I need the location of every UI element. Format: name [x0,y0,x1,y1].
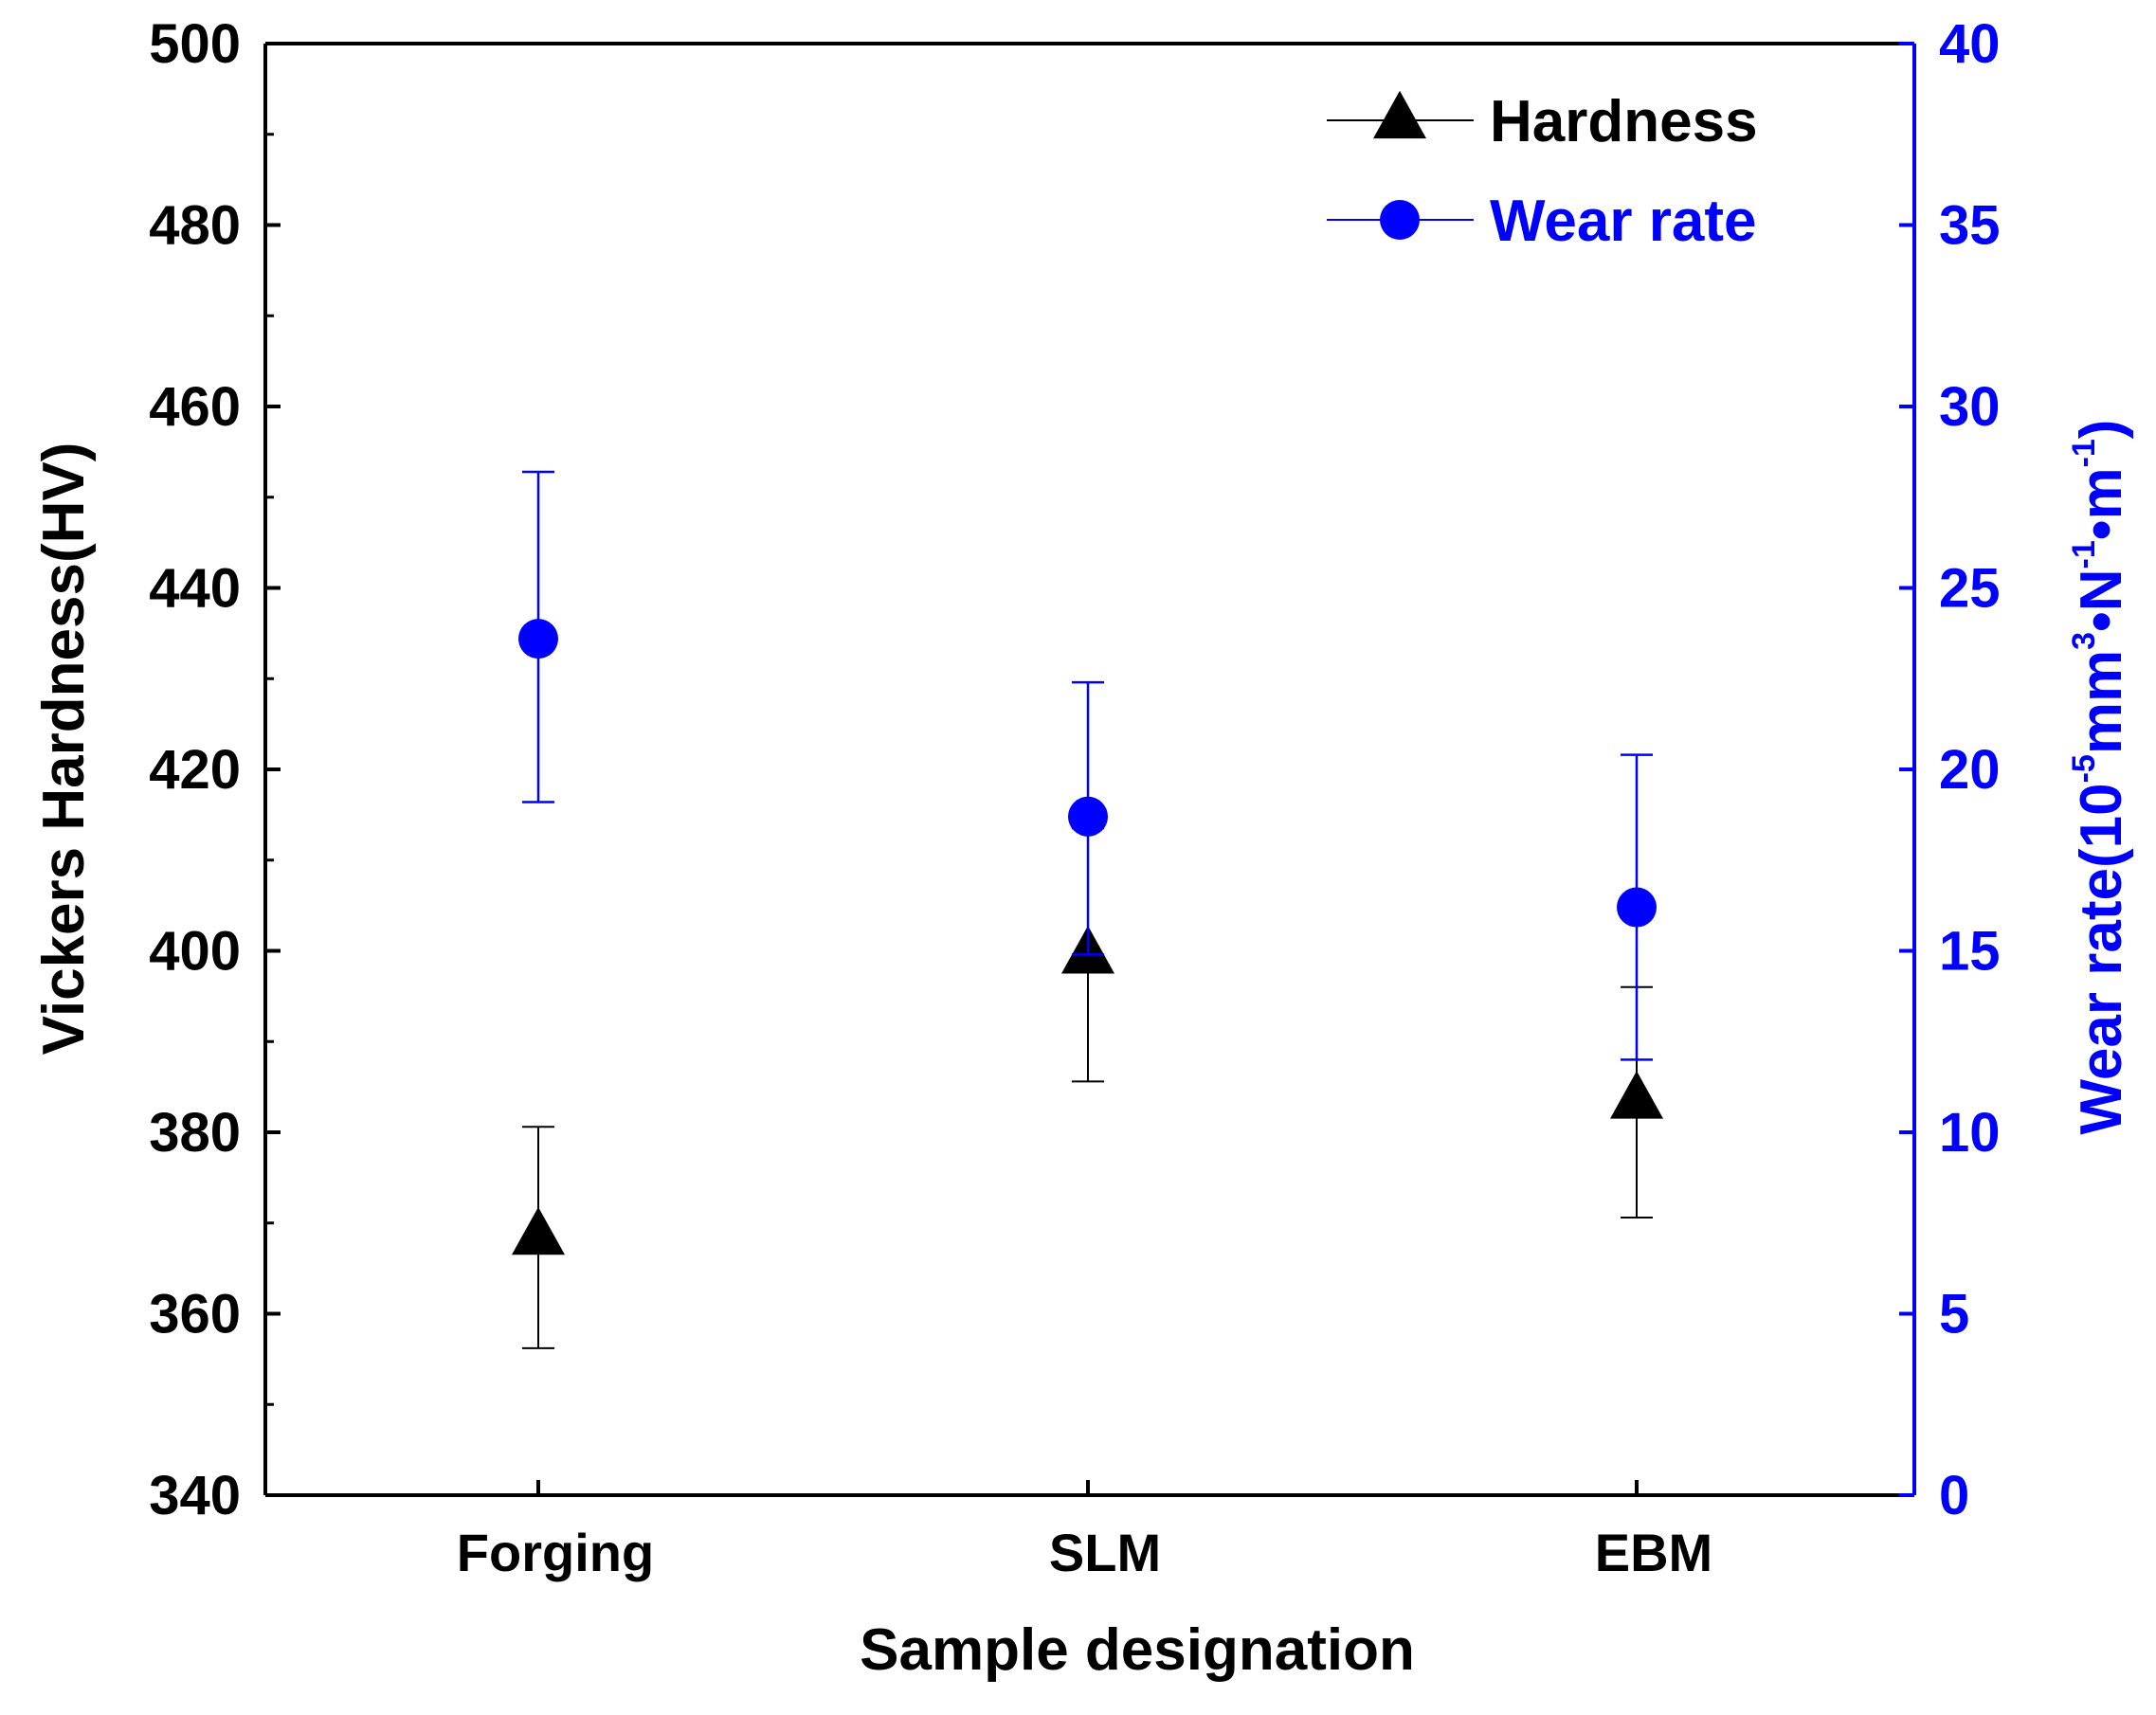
y-left-tick-label: 420 [149,739,241,801]
hardness-point [1610,1071,1663,1119]
y-left-tick-label: 500 [149,13,241,75]
y-right-tick-label: 0 [1939,1465,1969,1526]
legend-label-hardness: Hardness [1490,89,1758,154]
y-right-tick-label: 40 [1939,13,2001,75]
y-left-axis-title: Vickers Hardness(HV) [31,442,97,1056]
y-right-tick-label: 20 [1939,739,2001,801]
legend-marker-wear-rate [1380,200,1420,240]
legend-label-wear-rate: Wear rate [1490,189,1756,254]
wear-rate-point [1068,796,1108,837]
x-axis-title: Sample designation [860,1617,1415,1683]
x-tick-label: SLM [1049,1523,1161,1582]
y-right-tick-label: 5 [1939,1284,1969,1345]
y-right-tick-label: 15 [1939,921,2001,983]
y-left-tick-label: 440 [149,558,241,620]
x-tick-label: EBM [1595,1523,1712,1582]
y-left-tick-label: 480 [149,195,241,257]
y-left-tick-label: 360 [149,1284,241,1345]
y-left-tick-label: 340 [149,1465,241,1526]
y-right-tick-label: 25 [1939,558,2001,620]
x-tick-label: Forging [457,1523,654,1582]
y-right-axis-title: Wear rate(10-5mm3•N-1•m-1) [2066,420,2134,1135]
wear-rate-point [1617,887,1657,928]
legend-marker-hardness [1373,90,1426,139]
y-right-tick-label: 30 [1939,376,2001,438]
hardness-point [512,1206,565,1255]
y-left-tick-label: 460 [149,376,241,438]
wear-rate-point [518,619,558,659]
y-right-tick-label: 10 [1939,1102,2001,1164]
y-left-tick-label: 380 [149,1102,241,1164]
y-right-tick-label: 35 [1939,195,2001,257]
y-left-tick-label: 400 [149,921,241,983]
